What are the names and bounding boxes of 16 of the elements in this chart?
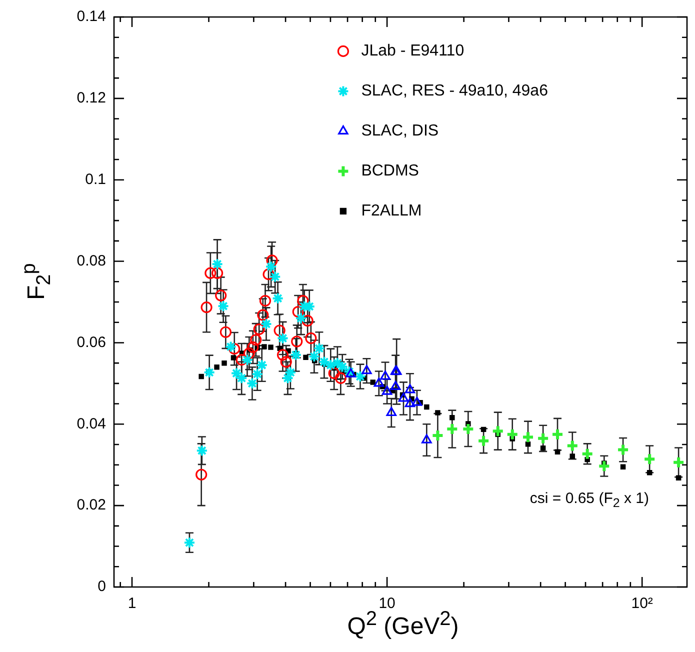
y-tick-label: 0.02 [76, 496, 106, 514]
y-tick-label: 0 [98, 578, 106, 596]
y-tick-label: 0.08 [76, 252, 106, 270]
legend-label: F2ALLM [361, 202, 422, 220]
annotation: csi = 0.65 (F$_{2}$ x 1) [530, 490, 649, 510]
y-tick-label: 0.14 [76, 8, 106, 26]
legend-label: JLab - E94110 [361, 42, 464, 60]
legend-label: SLAC, DIS [361, 122, 439, 140]
legend-label: SLAC, RES - 49a10, 49a6 [361, 82, 548, 100]
y-tick-label: 0.1 [85, 171, 106, 188]
y-tick-label: 0.06 [76, 334, 106, 351]
y-tick-label: 0.12 [76, 90, 106, 107]
x-tick-label: 10² [631, 595, 653, 612]
x-tick-label: 1 [128, 595, 136, 612]
legend-label: BCDMS [361, 162, 419, 180]
y-tick-label: 0.04 [76, 415, 106, 432]
